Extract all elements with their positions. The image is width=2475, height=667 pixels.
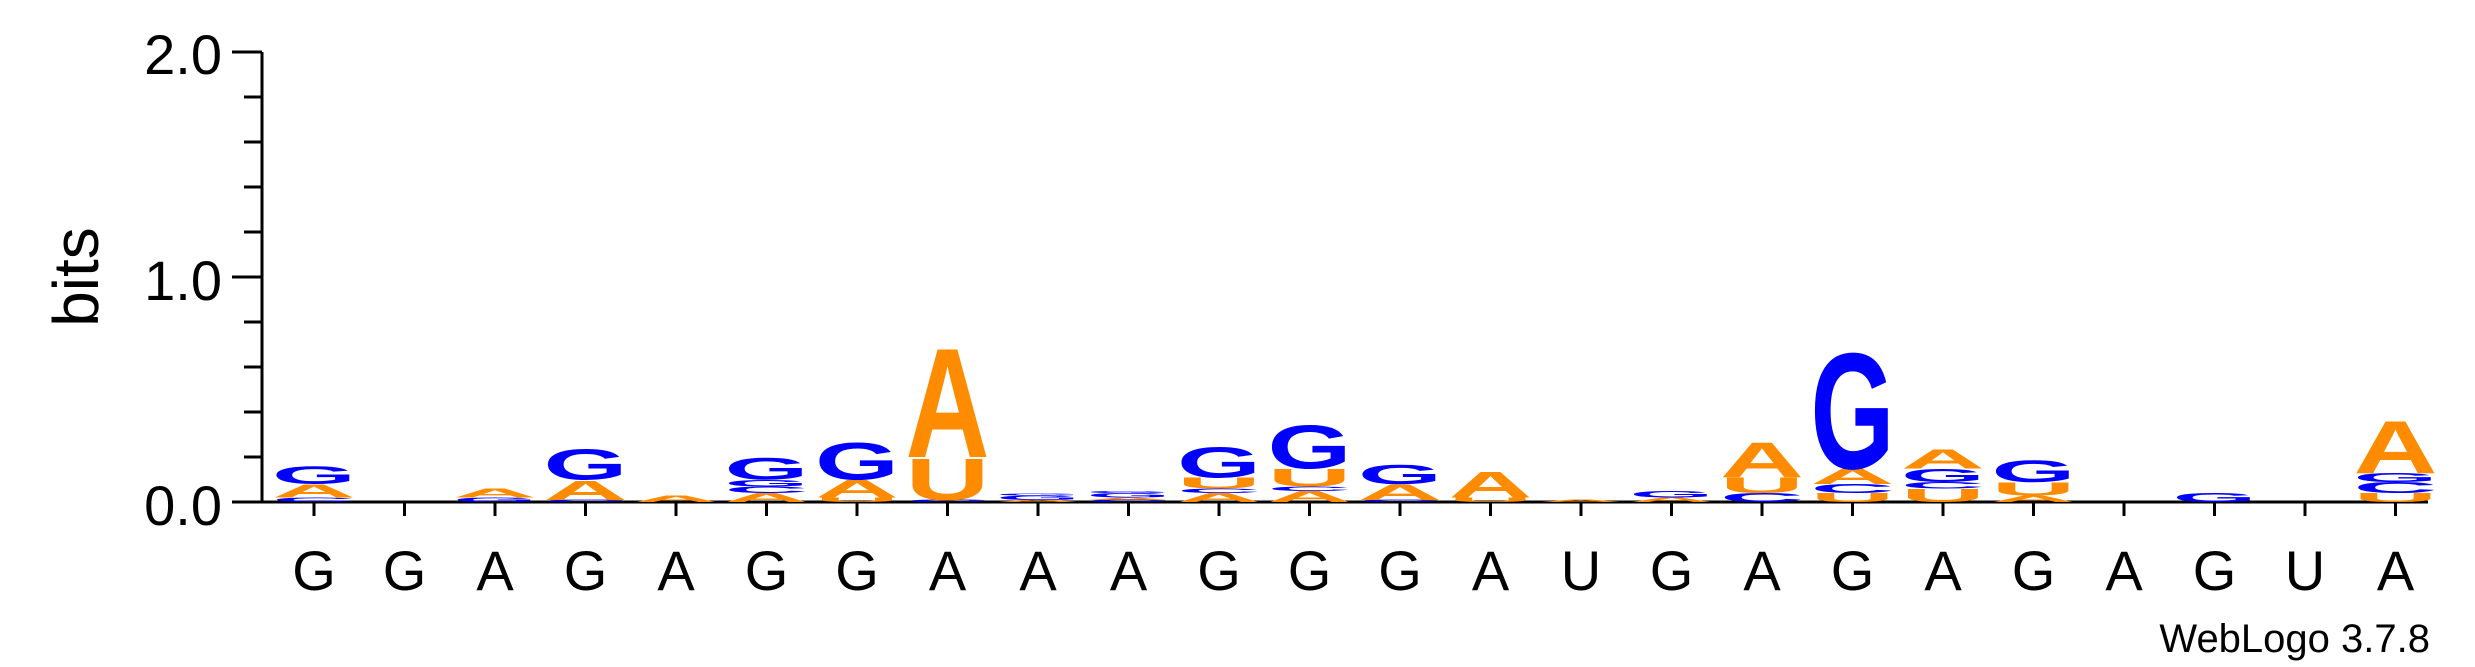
logo-letter-G: G bbox=[1087, 490, 1171, 493]
logo-letter-A: A bbox=[1720, 432, 1804, 488]
logo-letter-U: U bbox=[1901, 485, 1985, 506]
logo-letter-A: A bbox=[725, 491, 809, 505]
y-tick-label: 2.0 bbox=[144, 23, 222, 86]
logo-letter-U: U bbox=[1992, 478, 2076, 499]
x-tick-label: A bbox=[1924, 539, 1962, 602]
logo-letter-A: A bbox=[1539, 499, 1623, 502]
logo-letter-G: G bbox=[2354, 471, 2438, 485]
x-tick-label: G bbox=[2012, 539, 2056, 602]
logo-letter-A: A bbox=[1358, 480, 1442, 505]
logo-letter-A: A bbox=[1901, 443, 1985, 475]
logo-letter-A: A bbox=[996, 499, 1080, 502]
y-tick-label: 1.0 bbox=[144, 249, 222, 312]
logo-letter-U: U bbox=[815, 496, 899, 503]
logo-letter-A: A bbox=[2354, 405, 2438, 489]
logo-letter-A: A bbox=[906, 316, 990, 491]
logo-letter-G: G bbox=[1901, 465, 1985, 486]
y-axis-label: bits bbox=[40, 227, 112, 327]
logo-letter-G: G bbox=[2173, 491, 2257, 505]
y-tick-label: 0.0 bbox=[144, 474, 222, 537]
logo-letter-C: C bbox=[1087, 499, 1171, 502]
x-tick-label: A bbox=[2105, 539, 2143, 602]
logo-letter-G: G bbox=[544, 440, 628, 489]
logo-letter-U: U bbox=[1449, 496, 1533, 503]
x-tick-label: A bbox=[1743, 539, 1781, 602]
logo-letter-G: G bbox=[453, 496, 537, 503]
x-tick-label: U bbox=[2285, 539, 2325, 602]
logo-letter-G: G bbox=[272, 461, 356, 489]
logo-letter-C: C bbox=[906, 499, 990, 502]
logo-letter-A: A bbox=[544, 474, 628, 506]
logo-letter-C: C bbox=[544, 499, 628, 502]
x-tick-label: G bbox=[1197, 539, 1241, 602]
logo-letter-U: U bbox=[2354, 491, 2438, 505]
logo-letter-C: C bbox=[1720, 491, 1804, 505]
x-tick-label: G bbox=[1378, 539, 1422, 602]
logo-letter-U: U bbox=[1811, 491, 1895, 505]
x-tick-label: G bbox=[292, 539, 336, 602]
logo-letter-A: A bbox=[815, 475, 899, 503]
x-tick-label: G bbox=[745, 539, 789, 602]
logo-letter-G: G bbox=[1358, 459, 1442, 490]
x-tick-label: G bbox=[1288, 539, 1332, 602]
logo-letter-C: C bbox=[725, 485, 809, 495]
x-tick-label: G bbox=[1650, 539, 1694, 602]
x-tick-label: G bbox=[1831, 539, 1875, 602]
logo-letter-A: A bbox=[1992, 494, 2076, 504]
logo-letter-G: G bbox=[1087, 492, 1171, 499]
logo-letter-G: G bbox=[815, 432, 899, 491]
x-tick-label: A bbox=[1019, 539, 1057, 602]
logo-letter-U: U bbox=[1268, 464, 1352, 492]
logo-letter-G: G bbox=[725, 478, 809, 488]
logo-letter-C: C bbox=[1177, 487, 1261, 494]
x-tick-label: A bbox=[1472, 539, 1510, 602]
logo-letter-C: C bbox=[272, 496, 356, 503]
x-tick-label: A bbox=[1110, 539, 1148, 602]
x-tick-label: U bbox=[1561, 539, 1601, 602]
x-tick-label: A bbox=[476, 539, 514, 602]
logo-letter-G: G bbox=[725, 451, 809, 486]
x-tick-label: G bbox=[564, 539, 608, 602]
logo-letter-A: A bbox=[634, 494, 718, 504]
logo-letter-G: G bbox=[1992, 453, 2076, 488]
logo-letter-G: G bbox=[996, 494, 1080, 501]
logo-letter-A: A bbox=[1811, 464, 1895, 489]
weblogo-version-label: WebLogo 3.7.8 bbox=[2159, 617, 2430, 661]
x-tick-label: G bbox=[835, 539, 879, 602]
logo-letter-U: U bbox=[1720, 473, 1804, 498]
x-tick-label: G bbox=[383, 539, 427, 602]
logo-letter-A: A bbox=[272, 481, 356, 502]
logo-letter-C: C bbox=[2354, 479, 2438, 497]
logo-letter-U: U bbox=[1177, 474, 1261, 492]
logo-letter-C: C bbox=[1268, 485, 1352, 492]
logo-letter-G: G bbox=[1811, 318, 1895, 504]
logo-letter-C: C bbox=[1901, 480, 1985, 490]
logo-letter-G: G bbox=[996, 492, 1080, 495]
logo-letter-A: A bbox=[1630, 496, 1714, 503]
logo-letter-G: G bbox=[1630, 489, 1714, 499]
logo-letter-G: G bbox=[1268, 412, 1352, 482]
logo-letter-A: A bbox=[1449, 464, 1533, 506]
x-tick-label: A bbox=[929, 539, 967, 602]
x-tick-label: G bbox=[2193, 539, 2237, 602]
x-tick-label: A bbox=[2377, 539, 2415, 602]
logo-letter-A: A bbox=[1177, 491, 1261, 505]
x-tick-label: A bbox=[657, 539, 695, 602]
logo-letter-C: C bbox=[1811, 482, 1895, 496]
logo-letter-G: G bbox=[1177, 438, 1261, 487]
logo-letter-U: U bbox=[906, 446, 990, 513]
logo-letter-A: A bbox=[453, 486, 537, 500]
logo-letter-C: C bbox=[1358, 499, 1442, 502]
logo-letter-A: A bbox=[1087, 497, 1171, 500]
logo-letter-A: A bbox=[1268, 488, 1352, 506]
